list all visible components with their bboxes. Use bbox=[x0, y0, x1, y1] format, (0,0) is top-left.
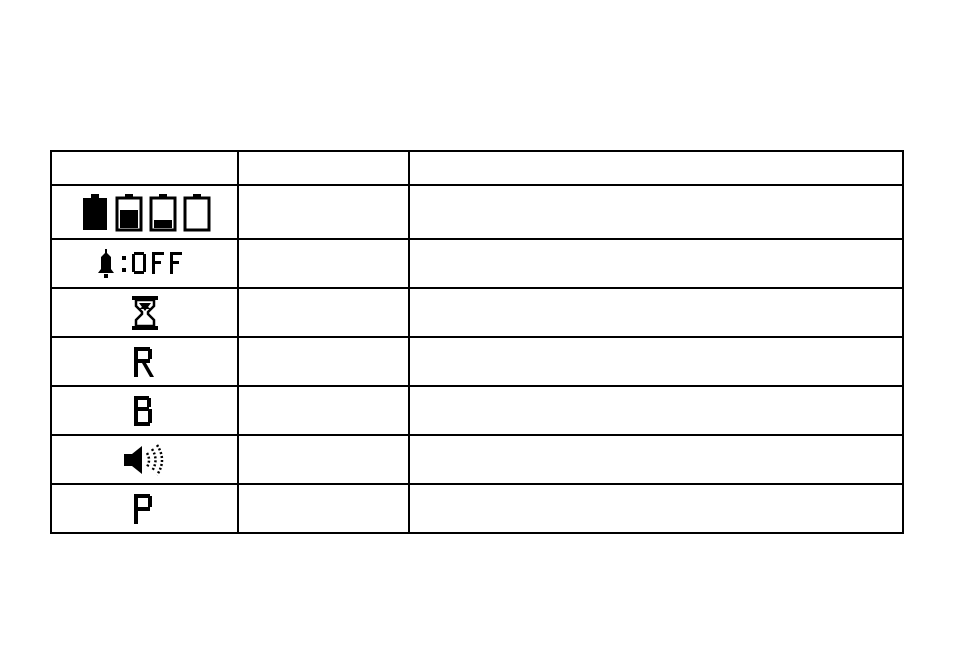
header-symbol bbox=[51, 151, 238, 185]
meaning-cell bbox=[238, 288, 408, 337]
table-row bbox=[51, 386, 903, 435]
meaning-cell bbox=[238, 386, 408, 435]
battery-level-icons bbox=[75, 190, 215, 234]
symbol-cell-letter-b bbox=[51, 386, 238, 435]
table-row bbox=[51, 288, 903, 337]
symbol-cell-bell-off bbox=[51, 239, 238, 288]
description-cell bbox=[409, 185, 903, 239]
description-cell bbox=[409, 435, 903, 484]
table-row bbox=[51, 185, 903, 239]
symbol-cell-hourglass bbox=[51, 288, 238, 337]
description-cell bbox=[409, 484, 903, 533]
meaning-cell bbox=[238, 484, 408, 533]
description-cell bbox=[409, 239, 903, 288]
table-header-row bbox=[51, 151, 903, 185]
symbol-cell-speaker bbox=[51, 435, 238, 484]
symbol-reference-table bbox=[50, 150, 904, 534]
bell-off-icon bbox=[90, 246, 200, 282]
meaning-cell bbox=[238, 337, 408, 386]
reference-table bbox=[50, 150, 904, 534]
table-row bbox=[51, 239, 903, 288]
header-meaning bbox=[238, 151, 408, 185]
meaning-cell bbox=[238, 239, 408, 288]
description-cell bbox=[409, 337, 903, 386]
symbol-cell-letter-p bbox=[51, 484, 238, 533]
table-row bbox=[51, 435, 903, 484]
symbol-cell-battery bbox=[51, 185, 238, 239]
speaker-waves-icon bbox=[120, 441, 170, 479]
hourglass-icon bbox=[128, 294, 162, 332]
letter-r-icon bbox=[132, 344, 158, 380]
symbol-cell-letter-r bbox=[51, 337, 238, 386]
header-description bbox=[409, 151, 903, 185]
letter-p-icon bbox=[132, 491, 158, 527]
meaning-cell bbox=[238, 435, 408, 484]
table-row bbox=[51, 337, 903, 386]
description-cell bbox=[409, 288, 903, 337]
table-row bbox=[51, 484, 903, 533]
description-cell bbox=[409, 386, 903, 435]
letter-b-icon bbox=[132, 393, 158, 429]
meaning-cell bbox=[238, 185, 408, 239]
